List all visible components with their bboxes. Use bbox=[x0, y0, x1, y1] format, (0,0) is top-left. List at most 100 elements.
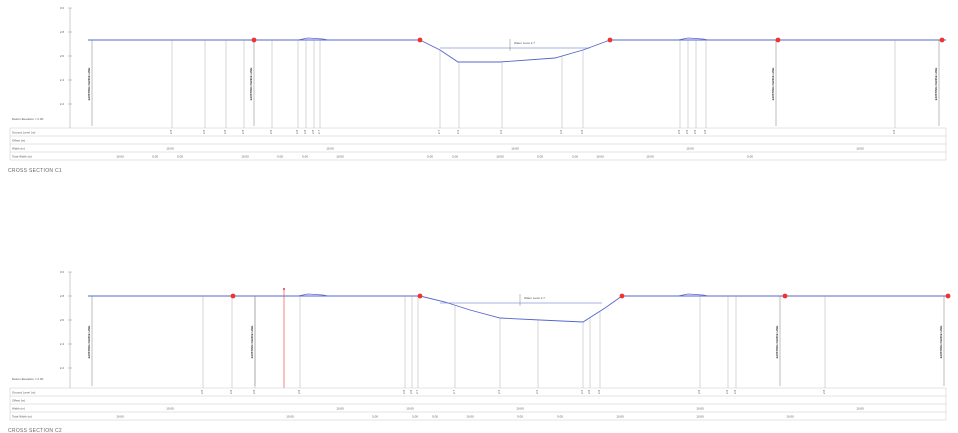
total-width-value: 5.00 bbox=[572, 155, 578, 159]
ground-value: 2.8 bbox=[677, 129, 681, 134]
ground-bump bbox=[677, 293, 709, 297]
profile-marker bbox=[230, 293, 236, 299]
width-value: 10.00 bbox=[696, 407, 704, 411]
ground-value: 2.7 bbox=[317, 129, 321, 134]
profile-marker bbox=[251, 37, 257, 43]
width-value: 10.00 bbox=[686, 147, 694, 151]
datum-label: Datum Elevation = 2.00 bbox=[12, 377, 44, 381]
y-tick-label: 2.6 bbox=[60, 318, 65, 322]
total-width-value: 5.00 bbox=[302, 155, 308, 159]
profile-marker bbox=[607, 37, 613, 43]
section-1: 3.0 2.8 2.6 2.4 2.2 bbox=[9, 6, 947, 161]
total-width-value: 10.00 bbox=[466, 415, 474, 419]
fence-line-label: EXISTING FENCE LINE bbox=[939, 326, 943, 359]
profile-marker bbox=[945, 293, 951, 299]
profile-marker bbox=[775, 37, 781, 43]
datum-label: Datum Elevation = 2.00 bbox=[12, 117, 44, 121]
y-tick-label: 3.0 bbox=[60, 270, 65, 274]
ground-value: 2.8 bbox=[580, 129, 584, 134]
total-width-value: 5.00 bbox=[432, 415, 438, 419]
total-width-value: 10.00 bbox=[116, 155, 124, 159]
ground-value: 2.8 bbox=[402, 389, 406, 394]
width-value: 10.00 bbox=[511, 147, 519, 151]
ground-value: 2.7 bbox=[452, 389, 456, 394]
channel-profile bbox=[419, 295, 623, 323]
ground-value: 2.8 bbox=[703, 129, 707, 134]
ground-value: 2.8 bbox=[597, 389, 601, 394]
total-width-value: 5.00 bbox=[177, 155, 183, 159]
fence-line-label: EXISTING FENCE LINE bbox=[775, 326, 779, 359]
section-2: 3.02.82.62.42.2 bbox=[9, 270, 951, 421]
total-width-value: 10.00 bbox=[286, 415, 294, 419]
fence-line-label: EXISTING FENCE LINE bbox=[87, 68, 91, 101]
ground-value: 2.8 bbox=[697, 389, 701, 394]
ground-value: 2.8 bbox=[685, 129, 689, 134]
profile-marker bbox=[417, 37, 423, 43]
total-width-value: 10.00 bbox=[116, 415, 124, 419]
table-row-label: Total Width (m) bbox=[12, 155, 32, 159]
section-caption: CROSS SECTION C1 bbox=[8, 168, 62, 174]
ground-value: 2.8 bbox=[295, 129, 299, 134]
total-width-value: 5.00 bbox=[427, 155, 433, 159]
red-reference-marker bbox=[283, 288, 285, 290]
ground-value: 2.8 bbox=[297, 389, 301, 394]
ground-value: 2.8 bbox=[202, 129, 206, 134]
table-row-label: Ground Level (m) bbox=[12, 391, 35, 395]
width-value: 10.00 bbox=[516, 407, 524, 411]
ground-value: 2.8 bbox=[725, 389, 729, 394]
total-width-value: 10.00 bbox=[241, 155, 249, 159]
table-row-label: Total Width (m) bbox=[12, 415, 32, 419]
total-width-value: 5.00 bbox=[747, 155, 753, 159]
width-value: 10.00 bbox=[166, 147, 174, 151]
ground-value: 2.8 bbox=[223, 129, 227, 134]
y-tick-label: 2.4 bbox=[60, 78, 65, 82]
ground-value: 2.6 bbox=[580, 389, 584, 394]
ground-value: 2.6 bbox=[499, 129, 503, 134]
y-tick-label: 2.2 bbox=[60, 366, 65, 370]
ground-value: 2.8 bbox=[269, 129, 273, 134]
y-tick-label: 3.0 bbox=[60, 6, 65, 10]
width-value: 10.00 bbox=[326, 147, 334, 151]
ground-bump bbox=[297, 293, 329, 297]
total-width-value: 10.00 bbox=[696, 415, 704, 419]
fence-line-label: EXISTING FENCE LINE bbox=[249, 68, 253, 101]
total-width-value: 5.00 bbox=[537, 155, 543, 159]
ground-value: 2.7 bbox=[437, 129, 441, 134]
total-width-value: 5.00 bbox=[412, 415, 418, 419]
water-level-label: Water Level 2.7 bbox=[524, 296, 545, 300]
total-width-value: 10.00 bbox=[616, 415, 624, 419]
fence-line-label: EXISTING FENCE LINE bbox=[87, 326, 91, 359]
ground-bump bbox=[677, 37, 709, 41]
total-width-value: 5.00 bbox=[372, 415, 378, 419]
table-row-label: Offset (m) bbox=[12, 399, 25, 403]
table-row-label: Width (m) bbox=[12, 407, 25, 411]
ground-value: 2.8 bbox=[409, 389, 413, 394]
fence-line-label: EXISTING FENCE LINE bbox=[250, 326, 254, 359]
total-width-value: 10.00 bbox=[336, 155, 344, 159]
width-value: 10.00 bbox=[166, 407, 174, 411]
ground-value: 2.6 bbox=[559, 129, 563, 134]
width-value: 10.00 bbox=[406, 407, 414, 411]
y-tick-label: 2.6 bbox=[60, 54, 65, 58]
ground-value: 2.8 bbox=[241, 129, 245, 134]
ground-bump bbox=[297, 37, 329, 41]
y-tick-label: 2.8 bbox=[60, 30, 65, 34]
total-width-value: 5.00 bbox=[277, 155, 283, 159]
water-level-label: Water Level 2.7 bbox=[514, 41, 535, 45]
ground-value: 2.6 bbox=[497, 389, 501, 394]
profile-marker bbox=[619, 293, 625, 299]
ground-value: 2.8 bbox=[587, 389, 591, 394]
ground-value: 2.8 bbox=[303, 129, 307, 134]
ground-value: 2.8 bbox=[693, 129, 697, 134]
ground-value: 2.8 bbox=[252, 389, 256, 394]
table-row-label: Ground Level (m) bbox=[12, 131, 35, 135]
total-width-value: 10.00 bbox=[786, 415, 794, 419]
table-row-label: Offset (m) bbox=[12, 139, 25, 143]
width-value: 10.00 bbox=[336, 407, 344, 411]
y-tick-label: 2.8 bbox=[60, 294, 65, 298]
y-tick-label: 2.4 bbox=[60, 342, 65, 346]
total-width-value: 10.00 bbox=[496, 155, 504, 159]
ground-value: 2.8 bbox=[311, 129, 315, 134]
